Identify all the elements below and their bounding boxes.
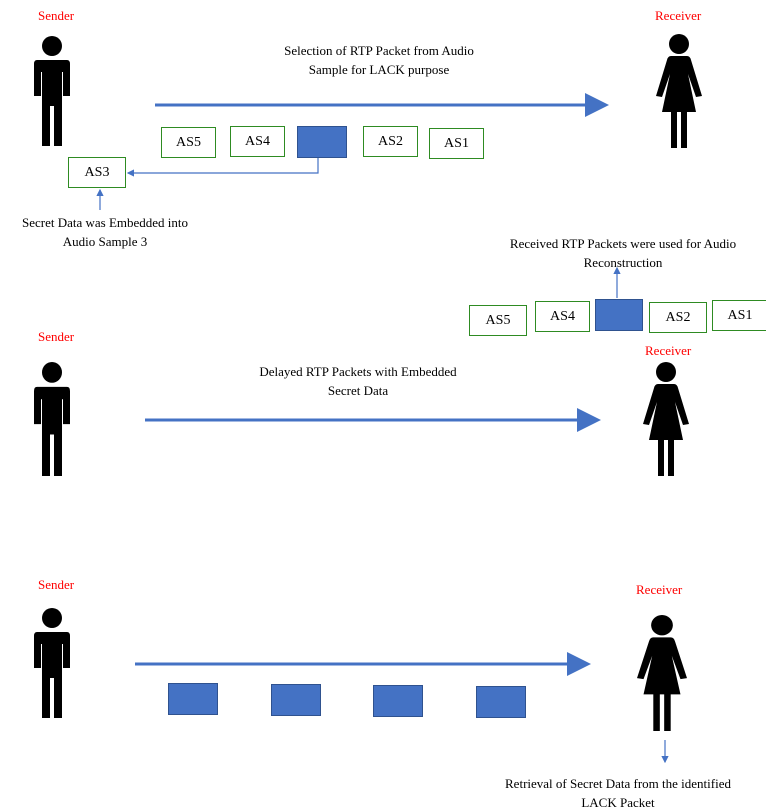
- scene1-caption-line2: Sample for LACK purpose: [308, 62, 450, 77]
- scene2-sample-as5: AS5: [469, 305, 527, 336]
- scene2-caption: Delayed RTP Packets with Embedded Secret…: [228, 362, 488, 400]
- scene1-selected-packet: [297, 126, 347, 158]
- scene1-embedded-sample: AS3: [68, 157, 126, 188]
- scene1-note: Secret Data was Embedded into Audio Samp…: [0, 213, 210, 251]
- scene3-packet-3: [373, 685, 423, 717]
- scene2-caption-line2: Secret Data: [327, 383, 389, 398]
- scene1-sender-label: Sender: [38, 8, 75, 23]
- scene1-note-line2: Audio Sample 3: [62, 234, 148, 249]
- scene3-note-line2: LACK Packet: [581, 795, 655, 810]
- scene2-sender-label: Sender: [38, 329, 75, 344]
- scene2-note-line1: Received RTP Packets were used for Audio: [509, 236, 737, 251]
- scene3-sender-icon: [34, 608, 70, 718]
- scene3-receiver-icon: [637, 615, 687, 731]
- scene2-sample-as4: AS4: [535, 301, 590, 332]
- scene3-packet-4: [476, 686, 526, 718]
- scene1-sender-icon: [34, 36, 70, 146]
- scene1-receiver-label: Receiver: [655, 8, 702, 23]
- scene1-sample-as1: AS1: [429, 128, 484, 159]
- scene3-packet-1: [168, 683, 218, 715]
- scene2-note-line2: Reconstruction: [583, 255, 663, 270]
- scene2-received-packet: [595, 299, 643, 331]
- scene2-sample-as2: AS2: [649, 302, 707, 333]
- scene3-note-line1: Retrieval of Secret Data from the identi…: [505, 776, 731, 791]
- scene3-sender-label: Sender: [38, 577, 75, 592]
- scene1-sample-as4: AS4: [230, 126, 285, 157]
- scene3-receiver-label: Receiver: [636, 582, 683, 597]
- scene2-receiver-label: Receiver: [645, 343, 692, 358]
- scene2-receiver-icon: [643, 362, 689, 476]
- scene1-sample-as2: AS2: [363, 126, 418, 157]
- scene1-sample-as5: AS5: [161, 127, 216, 158]
- scene2-sender-icon: [34, 362, 70, 476]
- scene3-note: Retrieval of Secret Data from the identi…: [470, 774, 766, 812]
- scene2-caption-line1: Delayed RTP Packets with Embedded: [259, 364, 457, 379]
- scene1-receiver-icon: [656, 34, 702, 148]
- scene2-sample-as1: AS1: [712, 300, 766, 331]
- scene2-note: Received RTP Packets were used for Audio…: [480, 234, 766, 272]
- scene3-packet-2: [271, 684, 321, 716]
- scene1-note-line1: Secret Data was Embedded into: [21, 215, 189, 230]
- scene1-caption-line1: Selection of RTP Packet from Audio: [284, 43, 474, 58]
- scene1-caption: Selection of RTP Packet from Audio Sampl…: [244, 41, 514, 79]
- scene1-extract-arrow: [126, 158, 319, 177]
